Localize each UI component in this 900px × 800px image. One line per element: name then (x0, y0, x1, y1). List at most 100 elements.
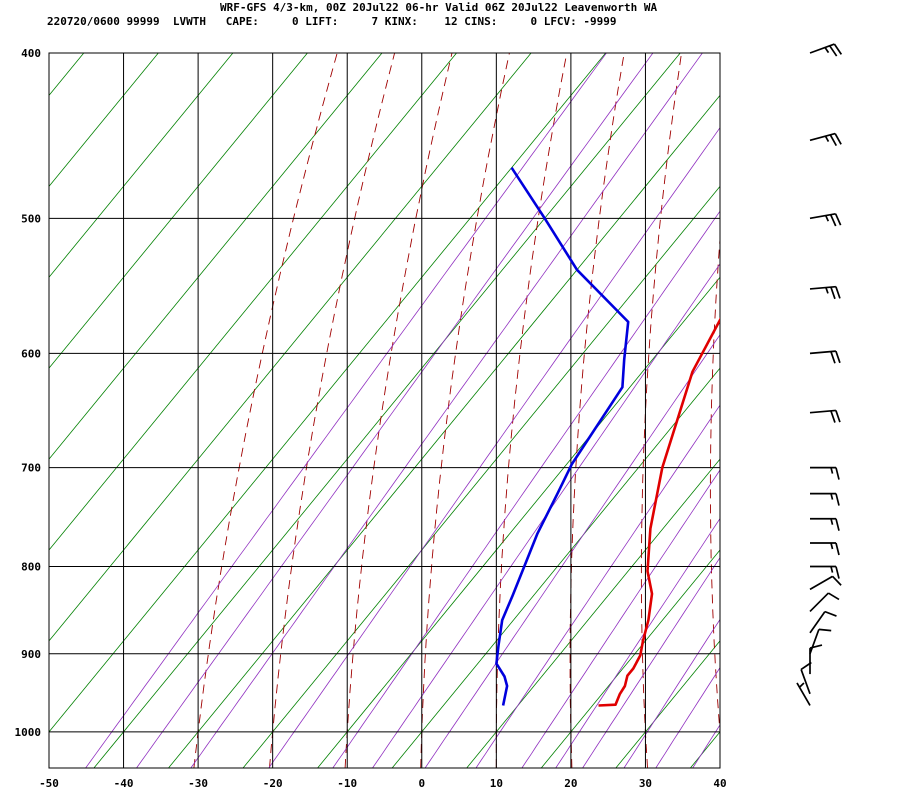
wind-barb (809, 212, 842, 227)
dry-adiabat-line (640, 53, 682, 768)
isotherm-line (93, 53, 681, 768)
barb-flag (829, 134, 838, 147)
profile-lines (495, 166, 720, 707)
mixing-ratio-line (521, 469, 720, 768)
isotherm-line (49, 53, 532, 642)
wind-barb (810, 492, 840, 506)
mixing-ratio-line (623, 618, 720, 768)
barb-half-flag (830, 493, 834, 500)
dry-adiabat-line (569, 53, 625, 768)
barb-flag (818, 628, 832, 632)
wind-barb (800, 661, 812, 695)
barb-flag (835, 467, 840, 480)
x-tick-label: 0 (418, 777, 425, 790)
mixing-ratio-line (655, 666, 720, 768)
mixing-ratio-line (475, 404, 720, 768)
barb-flag (830, 351, 836, 364)
wind-barb (809, 592, 840, 613)
isotherm-line (690, 731, 720, 768)
wind-barb (809, 628, 832, 655)
wind-barb (809, 409, 841, 423)
barb-flag (835, 410, 841, 423)
dry-adiabat-line (420, 53, 510, 768)
barb-flag (830, 286, 836, 300)
x-tick-label: -30 (188, 777, 208, 790)
barb-flag (835, 542, 840, 556)
wind-barb (810, 542, 840, 556)
isotherm-line (49, 53, 383, 460)
mixing-ratio-line (136, 53, 654, 768)
plot-grid (48, 52, 721, 769)
mixing-ratio-line (555, 517, 720, 768)
axis-labels: -50 -40 -30 -20 -10 0 10 20 30 40 400 500 600 700 800 9… (15, 47, 727, 790)
isotherm-line (317, 276, 720, 768)
x-tick-label: -20 (263, 777, 283, 790)
mixing-ratio-line (268, 127, 720, 768)
y-tick-label: 1000 (15, 726, 42, 739)
wind-barb (809, 350, 841, 364)
barb-flag (827, 592, 840, 601)
barb-staff (809, 575, 833, 591)
isotherm-line (168, 94, 720, 768)
y-tick-label: 800 (21, 561, 41, 574)
x-tick-label: 30 (639, 777, 652, 790)
barb-half-flag (825, 287, 829, 294)
y-tick-label: 900 (21, 648, 41, 661)
mixing-ratio-line (372, 263, 720, 768)
barb-staff (809, 629, 820, 655)
barb-flag (824, 610, 837, 617)
barb-flag (835, 493, 840, 506)
barb-flag (834, 133, 842, 145)
wind-barb (810, 466, 840, 480)
x-tick-label: -50 (39, 777, 59, 790)
dry-adiabat-line (344, 53, 453, 768)
wind-barb (809, 575, 842, 591)
barb-half-flag (798, 682, 805, 688)
dewpoint-profile (495, 166, 630, 706)
isotherm-line (466, 458, 720, 768)
barb-flag (834, 213, 842, 226)
barb-flag (835, 350, 841, 364)
temperature-profile (598, 317, 720, 707)
wind-barb (809, 285, 841, 300)
wind-barb (809, 610, 837, 634)
thermo-background (0, 53, 874, 768)
isotherm-line (391, 367, 720, 768)
y-tick-label: 600 (21, 347, 41, 360)
barb-flag (829, 45, 838, 57)
dry-adiabat-line (842, 53, 874, 768)
wind-barb (796, 682, 811, 706)
mixing-ratio-line (582, 556, 720, 768)
barb-half-flag (824, 215, 830, 222)
dry-adiabat-line (777, 53, 798, 768)
x-tick-label: -10 (337, 777, 357, 790)
barb-staff (800, 669, 811, 695)
isotherm-line (49, 53, 308, 369)
dry-adiabat-line (709, 233, 720, 738)
y-tick-label: 400 (21, 47, 41, 60)
isotherm-line (49, 53, 457, 551)
y-tick-label: 700 (21, 462, 41, 475)
isotherm-line (49, 53, 85, 97)
barb-half-flag (824, 47, 830, 54)
dry-adiabat-line (495, 53, 568, 768)
x-tick-label: 10 (490, 777, 503, 790)
plot-frame (48, 52, 721, 769)
chart-title: WRF-GFS 4/3-km, 00Z 20Jul22 06-hr Valid … (220, 1, 658, 14)
x-tick-label: -40 (114, 777, 134, 790)
mixing-ratio-line (692, 724, 720, 768)
barb-staff (809, 592, 829, 613)
barb-half-flag (830, 518, 834, 525)
wind-barb (809, 644, 823, 675)
barb-half-flag (830, 566, 834, 573)
barb-flag (833, 43, 843, 55)
barb-flag (830, 410, 836, 423)
barb-half-flag (830, 542, 834, 550)
wind-barb (809, 43, 843, 57)
isotherm-line (0, 53, 9, 768)
isotherm-line (49, 53, 606, 733)
isotherm-line (49, 53, 159, 187)
barb-flag (835, 518, 840, 531)
barb-flag (829, 214, 837, 227)
